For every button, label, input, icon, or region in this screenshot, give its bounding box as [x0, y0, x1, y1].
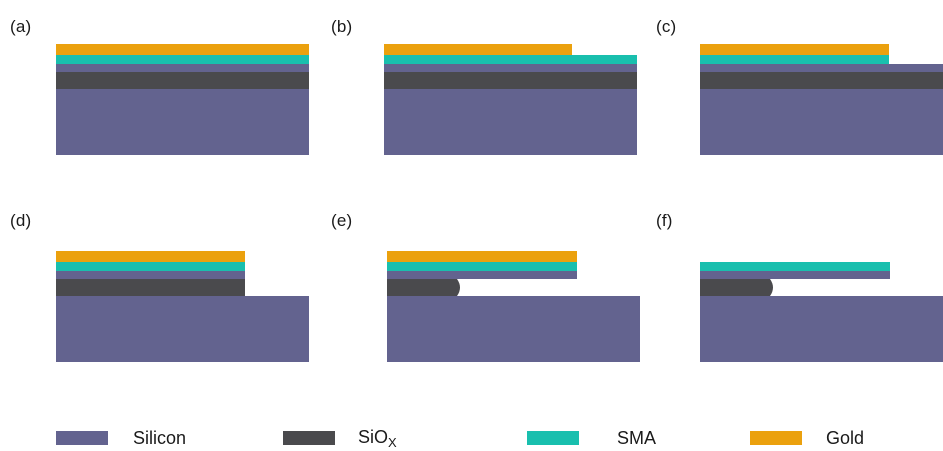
legend-silicon-label: Silicon [133, 428, 187, 448]
panel-d-thin-silicon-layer [56, 271, 245, 279]
legend-siox-label: SiOX [358, 427, 397, 450]
panel-c-gold-layer [700, 44, 889, 55]
panel-a-thin-silicon-layer [56, 64, 309, 72]
panel-label-b: (b) [331, 17, 353, 36]
legend-sma-label: SMA [617, 428, 657, 448]
panel-a-siox-layer [56, 72, 309, 89]
panel-e-sma-layer [387, 262, 577, 271]
panel-c-siox-layer [700, 72, 943, 89]
legend-siox-swatch [283, 431, 335, 445]
panel-e-siox-undercut [387, 279, 460, 296]
legend-siox-label-base: SiO [358, 427, 389, 447]
panel-b-sma-layer [384, 55, 637, 64]
panel-b-siox-layer [384, 72, 637, 89]
legend-sma-swatch [527, 431, 579, 445]
panel-c-thin-silicon-layer [700, 64, 943, 72]
panel-label-d: (d) [10, 211, 32, 230]
panel-d-gold-layer [56, 251, 245, 262]
panel-f-thin-silicon-layer [700, 271, 890, 279]
panel-b-silicon-substrate [384, 89, 637, 155]
panel-e-silicon-substrate [387, 296, 640, 362]
panel-a-sma-layer [56, 55, 309, 64]
panel-c-sma-layer [700, 55, 889, 64]
panel-a-gold-layer [56, 44, 309, 55]
legend-gold-label: Gold [826, 428, 865, 448]
legend-gold-swatch [750, 431, 802, 445]
panel-f-sma-layer [700, 262, 890, 271]
panel-e-gold-layer [387, 251, 577, 262]
panel-d-silicon-substrate [56, 296, 309, 362]
panel-label-c: (c) [656, 17, 677, 36]
panel-a-silicon-substrate [56, 89, 309, 155]
legend-siox-label-subscript: X [388, 435, 397, 450]
panel-label-e: (e) [331, 211, 353, 230]
panel-d-siox-layer [56, 279, 245, 296]
panel-b-gold-layer [384, 44, 572, 55]
panel-b-thin-silicon-layer [384, 64, 637, 72]
panel-c-silicon-substrate [700, 89, 943, 155]
panel-d-sma-layer [56, 262, 245, 271]
panel-f-siox-undercut [700, 279, 773, 296]
panel-label-a: (a) [10, 17, 32, 36]
panel-label-f: (f) [656, 211, 673, 230]
panel-f-silicon-substrate [700, 296, 943, 362]
panel-e-thin-silicon-layer [387, 271, 577, 279]
legend-silicon-swatch [56, 431, 108, 445]
